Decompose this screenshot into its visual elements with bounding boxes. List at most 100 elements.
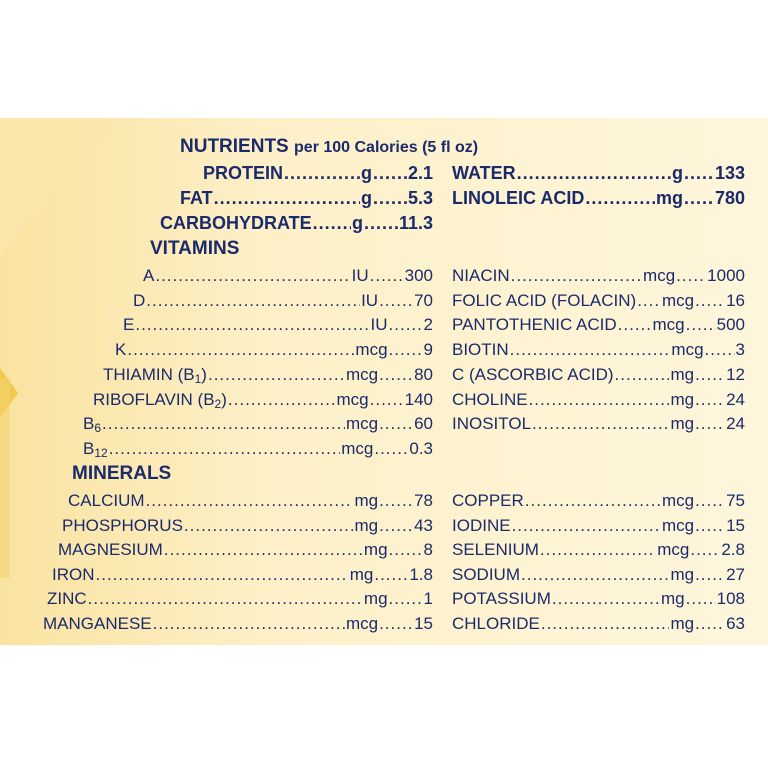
nutrient-unit: mg xyxy=(661,589,685,608)
nutrient-row: IRON mg 1.8 xyxy=(52,564,433,586)
dot-leader xyxy=(374,438,408,460)
nutrient-label: A xyxy=(143,266,155,285)
nutrient-row: E IU 2 xyxy=(123,314,433,336)
nutrient-value: 780 xyxy=(714,188,745,208)
nutrient-value: 63 xyxy=(726,613,745,633)
dot-leader xyxy=(510,339,671,361)
dot-leader xyxy=(146,490,354,512)
nutrient-row: FOLIC ACID (FOLACIN) mcg 16 xyxy=(452,290,745,312)
nutrient-unit: IU xyxy=(361,290,379,310)
nutrient-unit: mcg xyxy=(661,491,695,510)
dot-leader xyxy=(552,588,660,610)
nutrient-row: B6 mcg 60 xyxy=(83,413,433,435)
nutrient-value: 9 xyxy=(423,340,433,360)
dot-leader xyxy=(370,389,404,411)
nutrient-row: THIAMIN (B1) mcg 80 xyxy=(103,364,433,386)
nutrient-unit: mg xyxy=(354,491,379,510)
dot-leader xyxy=(379,490,413,512)
nutrient-label: FAT xyxy=(180,188,213,208)
dot-leader xyxy=(695,389,725,411)
nutrient-row: WATER g 133 xyxy=(452,162,745,184)
nutrient-value: 78 xyxy=(414,491,433,510)
dot-leader xyxy=(525,490,661,512)
dot-leader xyxy=(695,364,725,386)
nutrient-row: PROTEIN g 2.1 xyxy=(203,162,433,184)
nutrient-unit: mcg xyxy=(336,389,369,409)
nutrient-label: POTASSIUM xyxy=(452,589,551,608)
dot-leader xyxy=(370,265,404,287)
nutrient-label: NIACIN xyxy=(452,266,510,285)
nutrient-value: 1000 xyxy=(707,266,745,285)
nutrient-row: A IU 300 xyxy=(143,265,433,287)
nutrient-unit: mcg xyxy=(341,438,374,458)
nutrient-row: RIBOFLAVIN (B2) mcg 140 xyxy=(93,389,433,411)
nutrient-unit: mcg xyxy=(661,515,695,535)
nutrient-unit: mg xyxy=(363,589,388,608)
dot-leader xyxy=(379,413,413,435)
dot-leader xyxy=(540,539,656,561)
nutrient-unit: IU xyxy=(370,315,388,335)
dot-leader xyxy=(135,314,369,336)
nutrient-value: 3 xyxy=(735,340,745,360)
nutrient-value: 75 xyxy=(726,491,745,510)
dot-leader xyxy=(695,290,725,312)
dot-leader xyxy=(379,290,413,312)
nutrient-value: 27 xyxy=(726,564,745,584)
nutrient-label: CHLORIDE xyxy=(452,613,540,633)
nutrient-row: Kmcg 9 xyxy=(115,339,433,361)
nutrient-value: 70 xyxy=(414,290,433,310)
dot-leader xyxy=(695,413,725,435)
nutrient-label: THIAMIN (B1) xyxy=(103,364,207,386)
nutrient-row: LINOLEIC ACID mg 780 xyxy=(452,187,745,209)
nutrient-row: B12 mcg 0.3 xyxy=(83,438,433,460)
nutrient-value: 5.3 xyxy=(407,188,433,208)
nutrient-value: 11.3 xyxy=(398,213,433,233)
nutrient-value: 60 xyxy=(414,414,433,434)
nutrient-unit: mg xyxy=(354,515,379,535)
nutrient-label: B6 xyxy=(83,414,102,436)
dot-leader xyxy=(695,564,725,586)
nutrient-row: PANTOTHENIC ACID mcg 500 xyxy=(452,314,745,336)
dot-leader xyxy=(695,515,725,537)
dot-leader xyxy=(379,364,413,386)
dot-leader xyxy=(695,613,725,635)
page-title: NUTRIENTS per 100 Calories (5 fl oz) xyxy=(180,136,479,157)
nutrient-value: 2.8 xyxy=(721,540,745,559)
nutrient-value: 108 xyxy=(716,589,745,608)
nutrient-row: CARBOHYDRATE g 11.3 xyxy=(160,212,433,234)
dot-leader xyxy=(389,314,423,336)
nutrient-value: 300 xyxy=(404,266,433,285)
dot-leader xyxy=(184,515,354,537)
nutrient-unit: g xyxy=(360,188,372,208)
nutrient-label: C (ASCORBIC ACID) xyxy=(452,364,614,384)
nutrient-label: CARBOHYDRATE xyxy=(160,213,312,233)
minerals-heading: MINERALS xyxy=(72,463,172,484)
nutrient-unit: g xyxy=(360,163,372,183)
nutrient-label: SODIUM xyxy=(452,564,520,584)
nutrient-row: SODIUM mg 27 xyxy=(452,564,745,586)
dot-leader xyxy=(155,265,350,287)
nutrient-row: PHOSPHORUS mg 43 xyxy=(62,515,433,537)
dot-leader xyxy=(676,265,706,287)
dot-leader xyxy=(208,364,345,386)
nutrient-unit: mcg xyxy=(657,540,690,559)
nutrient-value: 24 xyxy=(726,389,745,409)
dot-leader xyxy=(521,564,669,586)
dot-leader xyxy=(684,187,714,209)
dot-leader xyxy=(695,490,725,512)
nutrient-unit: mg xyxy=(655,188,683,208)
dot-leader xyxy=(517,162,671,184)
dot-leader xyxy=(373,162,407,184)
nutrient-label: B12 xyxy=(83,438,108,460)
nutrient-row: C (ASCORBIC ACID) mg 12 xyxy=(452,364,745,386)
nutrient-label: PANTOTHENIC ACID xyxy=(452,315,617,335)
nutrient-row: ZINC mg 1 xyxy=(47,588,433,610)
nutrient-value: 2.1 xyxy=(407,163,433,183)
nutrient-unit: mg xyxy=(670,613,695,633)
dot-leader xyxy=(705,339,735,361)
nutrient-label: SELENIUM xyxy=(452,540,539,559)
nutrient-value: 43 xyxy=(414,515,433,535)
dot-leader xyxy=(109,438,341,460)
dot-leader xyxy=(686,588,716,610)
dot-leader xyxy=(618,314,652,336)
